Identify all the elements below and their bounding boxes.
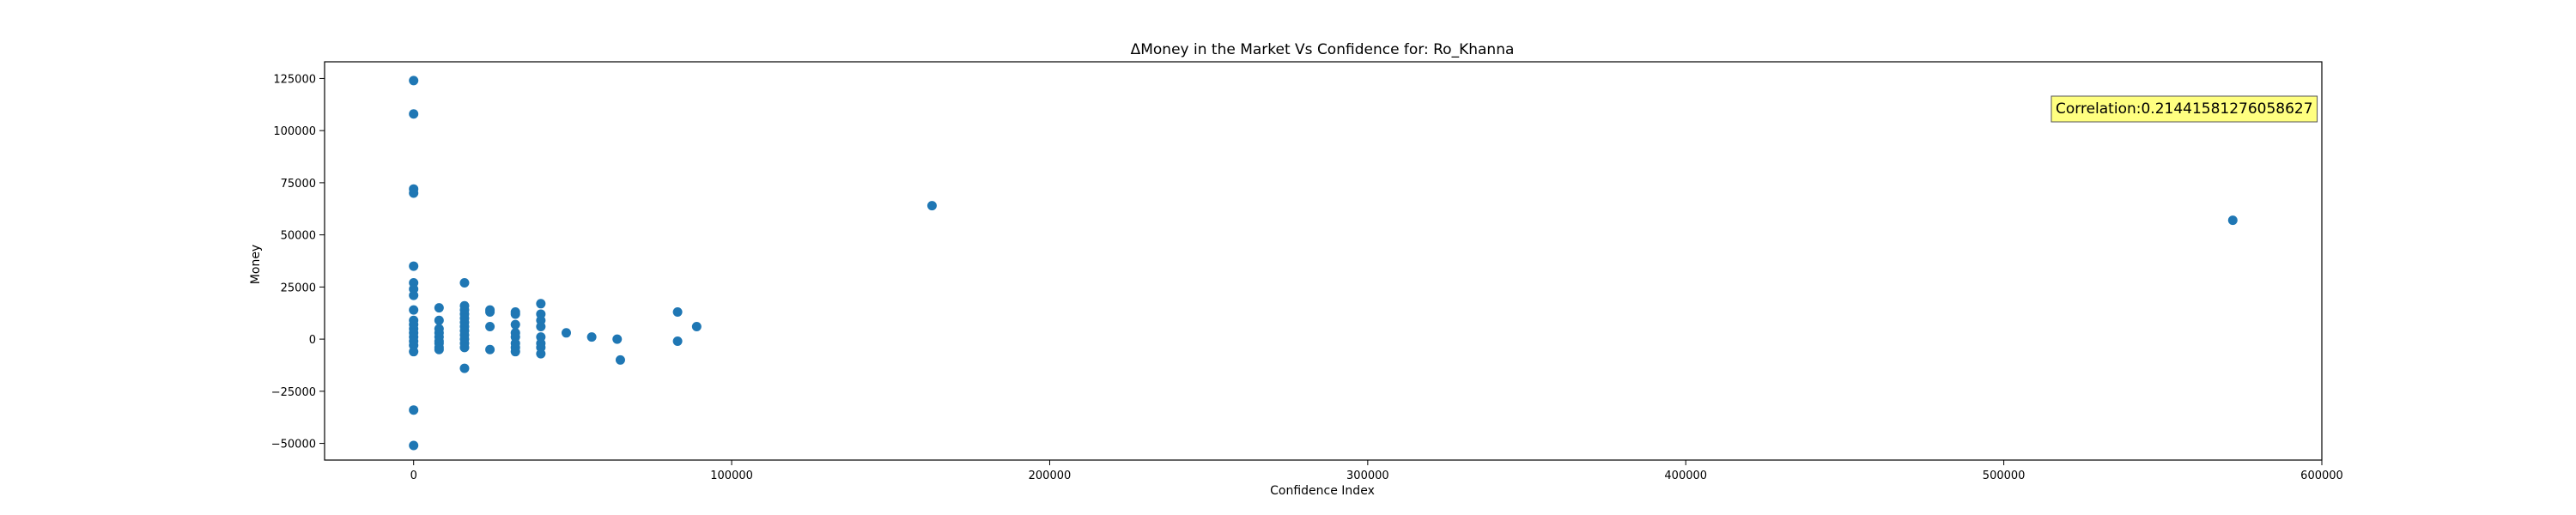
scatter-point [434,303,444,313]
scatter-point [672,336,683,347]
correlation-annotation: Correlation:0.21441581276058627 [2050,95,2318,123]
y-tick-label: 100000 [273,125,316,138]
plot-area [409,76,2238,451]
axes-frame [324,61,2323,461]
scatter-point [409,440,419,451]
scatter-point [459,363,470,373]
scatter-point [586,332,597,342]
x-tick-label: 200000 [1029,470,1072,482]
scatter-point [510,347,520,357]
y-tick-label: 25000 [281,282,316,294]
scatter-point [485,307,495,318]
scatter-point [409,347,419,357]
y-tick-label: 50000 [281,230,316,243]
scatter-point [510,319,520,330]
scatter-point [561,328,571,338]
scatter-point [927,201,937,211]
scatter-point [510,309,520,319]
scatter-point [485,344,495,354]
y-axis: −50000 −25000 0 25000 50000 75000 100000 125000 [271,73,325,451]
scatter-point [409,109,419,119]
scatter-point [409,305,419,315]
scatter-point [409,188,419,198]
scatter-point [434,344,444,354]
x-tick-label: 0 [410,470,417,482]
x-axis: 0 100000 200000 300000 400000 500000 600000 [410,460,2343,482]
y-axis-label: Money [249,245,263,284]
scatter-point [691,322,702,332]
scatter-point [409,76,419,86]
annotation-box [2050,95,2318,123]
x-tick-label: 600000 [2300,470,2343,482]
scatter-point [459,278,470,288]
x-tick-label: 400000 [1664,470,1707,482]
scatter-point [536,348,546,359]
scatter-point [672,307,683,318]
scatter-point [409,405,419,415]
scatter-point [612,334,623,344]
scatter-point [409,290,419,300]
x-axis-label: Confidence Index [1270,484,1375,498]
x-tick-label: 300000 [1346,470,1389,482]
x-tick-label: 500000 [1983,470,2026,482]
scatter-point [2227,215,2238,226]
scatter-point [536,299,546,309]
scatter-point [459,342,470,353]
y-tick-label: 75000 [281,178,316,191]
scatter-point [485,322,495,332]
y-tick-label: −50000 [271,439,316,451]
scatter-point [615,354,625,365]
chart-title: ΔMoney in the Market Vs Confidence for: … [1131,41,1515,58]
scatter-point [434,315,444,325]
y-tick-label: 125000 [273,73,316,86]
y-tick-label: −25000 [271,386,316,399]
scatter-point [536,322,546,332]
correlation-text: Correlation:0.21441581276058627 [2056,100,2313,118]
y-tick-label: 0 [309,334,316,347]
scatter-point [409,261,419,271]
x-tick-label: 100000 [710,470,753,482]
